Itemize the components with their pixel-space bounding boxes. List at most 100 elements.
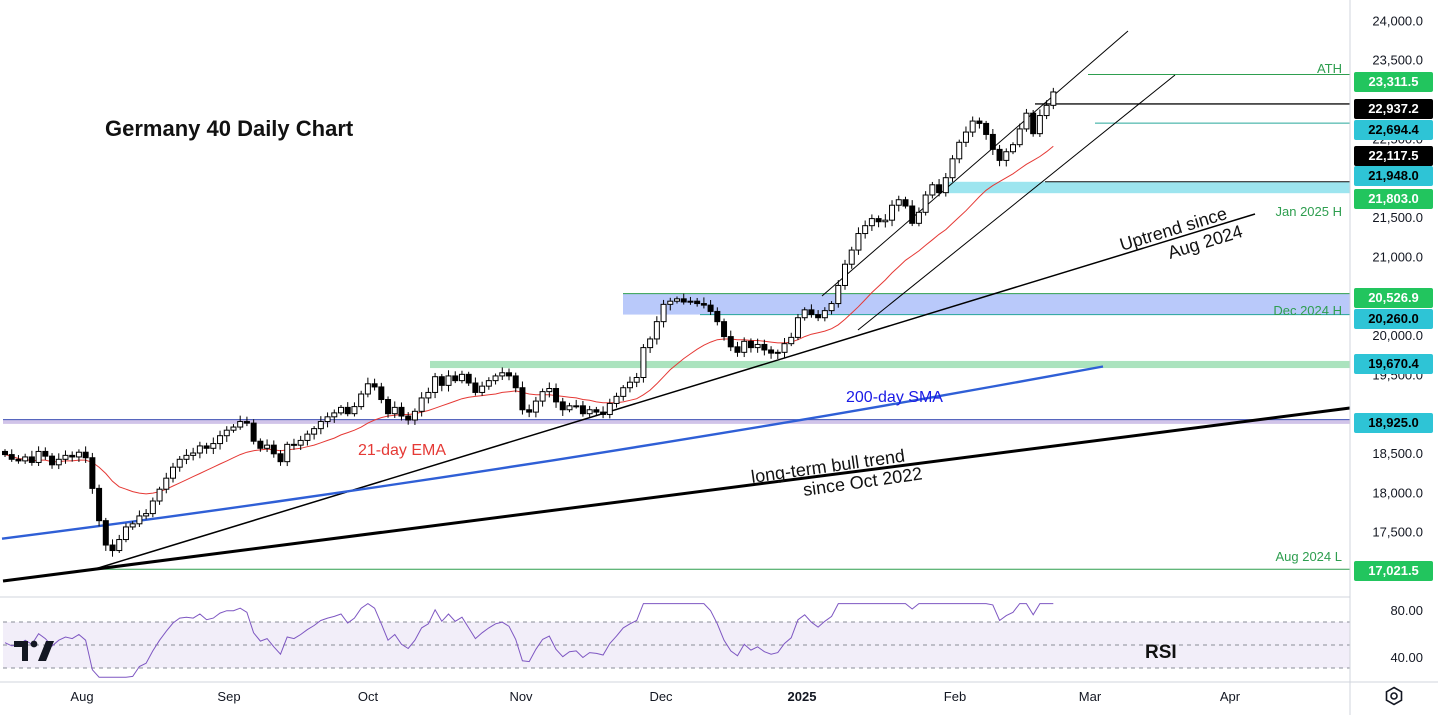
y-tick-label: 17,500.0: [1372, 525, 1423, 540]
price-level-label: 22,694.4: [1354, 120, 1433, 140]
candle: [653, 316, 660, 345]
candle-body: [969, 120, 976, 133]
candle: [42, 447, 49, 460]
candle: [311, 426, 318, 440]
rsi-line: [4, 602, 1054, 678]
candle-body: [539, 391, 546, 402]
candle: [640, 344, 647, 383]
candle: [821, 307, 828, 322]
candle: [727, 330, 734, 352]
candle: [808, 304, 815, 318]
candle: [754, 338, 761, 353]
candle: [62, 450, 69, 464]
settings-gear-icon[interactable]: [1384, 686, 1404, 706]
candle-body: [747, 340, 754, 349]
candle-body: [667, 300, 674, 305]
candle-body: [485, 380, 492, 387]
candle: [694, 297, 701, 307]
candle: [868, 214, 875, 231]
candle: [1043, 100, 1050, 120]
candle: [243, 416, 250, 427]
candle-body: [136, 515, 143, 525]
candle: [190, 447, 197, 461]
candle-body: [976, 120, 983, 124]
candle-body: [842, 263, 848, 286]
candle: [351, 402, 358, 417]
candle: [539, 388, 546, 407]
candle: [28, 450, 35, 466]
candle-body: [411, 410, 418, 421]
candle: [633, 372, 640, 388]
candle: [432, 372, 439, 399]
candle: [196, 441, 203, 459]
price-level-label: 22,937.2: [1354, 99, 1433, 119]
candle: [223, 426, 230, 442]
candle-body: [358, 393, 365, 408]
candle: [418, 392, 425, 417]
candle-body: [277, 453, 284, 463]
chart-title: Germany 40 Daily Chart: [105, 116, 354, 141]
candle: [1050, 87, 1057, 110]
candle-body: [102, 520, 109, 546]
candle-body: [687, 300, 694, 303]
candle: [553, 383, 560, 408]
candle: [358, 390, 365, 410]
candle-body: [653, 321, 660, 340]
candle: [674, 296, 680, 304]
candle-body: [35, 450, 42, 463]
candle: [566, 402, 573, 413]
candle-body: [700, 303, 707, 306]
price-level-label: 20,526.9: [1354, 288, 1433, 308]
candle: [942, 172, 949, 197]
candle-body: [472, 382, 479, 393]
candle-body: [465, 373, 472, 384]
candle-body: [674, 298, 680, 302]
candle: [2, 449, 8, 457]
candle-body: [82, 451, 89, 459]
price-level-label: 18,925.0: [1354, 413, 1433, 433]
aug-low-label: Aug 2024 L: [1275, 549, 1342, 564]
rsi-tick-label: 80.00: [1390, 603, 1423, 618]
candle: [277, 450, 284, 466]
candle-body: [1030, 112, 1037, 135]
candle-body: [42, 450, 49, 457]
candle: [324, 412, 331, 428]
x-tick-label: Mar: [1079, 689, 1102, 704]
candle: [284, 441, 291, 467]
candle-body: [902, 199, 909, 207]
candle: [949, 155, 956, 182]
candle: [170, 462, 176, 483]
candle-body: [69, 454, 76, 458]
candle-body: [962, 131, 969, 143]
candle: [472, 377, 479, 396]
candle: [680, 293, 687, 305]
candle: [835, 280, 842, 308]
candle-body: [996, 148, 1003, 161]
y-tick-label: 18,500.0: [1372, 446, 1423, 461]
candle: [875, 215, 882, 228]
candle-body: [519, 387, 526, 411]
candle-body: [600, 411, 607, 415]
candle-body: [546, 388, 553, 393]
candle-body: [338, 406, 344, 414]
candle: [526, 404, 533, 418]
candle-body: [499, 372, 506, 377]
candle: [660, 299, 667, 328]
x-tick-label: Sep: [217, 689, 240, 704]
candle-body: [418, 397, 425, 412]
candle: [741, 337, 748, 358]
candle-body: [586, 409, 593, 415]
candle-body: [89, 457, 96, 489]
candle-body: [364, 383, 371, 395]
candle: [364, 377, 371, 398]
candle-body: [344, 406, 351, 415]
candle-body: [579, 405, 586, 415]
candle-body: [909, 205, 916, 224]
channel-upper-line: [821, 30, 1129, 297]
candle: [573, 399, 580, 409]
candle: [902, 196, 909, 209]
candle: [895, 195, 902, 212]
ema21-line: [4, 145, 1054, 495]
candle: [1036, 109, 1043, 137]
